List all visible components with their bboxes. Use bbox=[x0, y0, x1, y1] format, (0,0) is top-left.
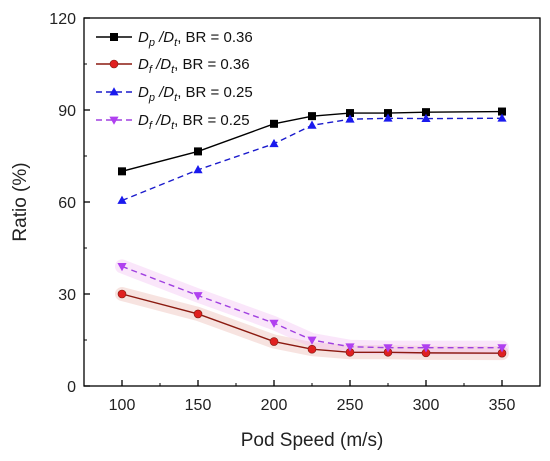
legend-label: Df /Dt, BR = 0.36 bbox=[138, 56, 250, 76]
series-4 bbox=[117, 263, 507, 353]
data-point-marker bbox=[109, 116, 119, 125]
data-point-marker bbox=[118, 167, 126, 176]
series-group bbox=[117, 107, 507, 358]
data-point-marker bbox=[117, 263, 127, 272]
x-tick-label: 300 bbox=[413, 397, 440, 414]
data-point-marker bbox=[307, 336, 317, 345]
data-point-marker bbox=[421, 113, 431, 122]
x-tick-label: 250 bbox=[337, 397, 364, 414]
data-point-marker bbox=[269, 337, 279, 346]
x-tick-label: 100 bbox=[109, 397, 136, 414]
data-point-marker bbox=[383, 344, 393, 353]
y-axis-title: Ratio (%) bbox=[10, 162, 31, 241]
data-point-marker bbox=[194, 147, 202, 156]
data-point-marker bbox=[307, 120, 317, 129]
data-point-marker bbox=[109, 87, 119, 96]
x-tick-label: 200 bbox=[261, 397, 288, 414]
legend: Dp /Dt, BR = 0.36 Df /Dt, BR = 0.36 Dp /Dt… bbox=[96, 29, 253, 132]
legend-label: Dp /Dt, BR = 0.25 bbox=[138, 84, 253, 104]
series-line bbox=[121, 110, 503, 173]
data-point-marker bbox=[307, 344, 317, 354]
legend-label: Dp /Dt, BR = 0.36 bbox=[138, 29, 253, 49]
data-point-marker bbox=[498, 107, 506, 116]
x-tick-label: 150 bbox=[185, 397, 212, 414]
plot-frame bbox=[83, 17, 541, 387]
data-point-marker bbox=[383, 113, 393, 122]
data-point-marker bbox=[193, 292, 203, 301]
data-point-marker bbox=[193, 165, 203, 174]
y-tick-label: 60 bbox=[58, 195, 76, 212]
data-point-marker bbox=[308, 112, 316, 121]
legend-item-3: Dp /Dt, BR = 0.25 bbox=[96, 84, 253, 104]
series-3 bbox=[117, 113, 507, 204]
data-point-marker bbox=[270, 119, 278, 128]
legend-item-1: Dp /Dt, BR = 0.36 bbox=[96, 29, 253, 49]
data-point-marker bbox=[345, 114, 355, 123]
data-point-marker bbox=[345, 343, 355, 352]
legend-item-4: Df /Dt, BR = 0.25 bbox=[96, 112, 250, 132]
data-point-marker bbox=[193, 309, 203, 319]
axes-group: 100 150 200 250 300 350 0 30 60 90 120 bbox=[49, 11, 515, 414]
data-point-marker bbox=[422, 108, 430, 117]
y-tick-label: 30 bbox=[58, 287, 76, 304]
data-point-marker bbox=[421, 344, 431, 353]
data-point-marker bbox=[384, 109, 392, 118]
y-tick-label: 90 bbox=[58, 103, 76, 120]
data-point-marker bbox=[497, 113, 507, 122]
data-point-marker bbox=[269, 138, 279, 148]
y-tick-label: 120 bbox=[49, 11, 76, 28]
data-point-marker bbox=[269, 319, 279, 328]
series-line bbox=[121, 293, 503, 354]
data-point-marker bbox=[109, 59, 119, 69]
x-axis-title: Pod Speed (m/s) bbox=[241, 430, 384, 451]
plot-frame-group bbox=[83, 17, 541, 387]
x-tick-label: 350 bbox=[489, 397, 516, 414]
series-line bbox=[121, 117, 503, 202]
legend-label: Df /Dt, BR = 0.25 bbox=[138, 112, 250, 132]
data-point-marker bbox=[117, 289, 127, 299]
data-point-marker bbox=[497, 344, 507, 353]
series-1 bbox=[118, 107, 506, 176]
legend-item-2: Df /Dt, BR = 0.36 bbox=[96, 56, 250, 76]
data-point-marker bbox=[346, 109, 354, 118]
data-point-marker bbox=[110, 33, 118, 41]
series-line bbox=[121, 265, 502, 349]
data-point-marker bbox=[117, 195, 127, 204]
y-tick-label: 0 bbox=[67, 379, 76, 396]
